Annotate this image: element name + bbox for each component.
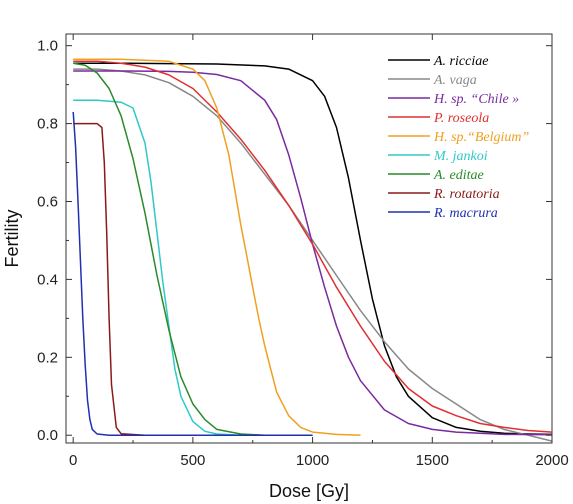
x-axis-label: Dose [Gy] bbox=[269, 481, 349, 501]
legend-entry: M. jankoi bbox=[433, 149, 488, 164]
y-axis-label: Fertility bbox=[2, 210, 22, 268]
legend-entry: A. vaga bbox=[433, 73, 477, 88]
x-tick-label: 1000 bbox=[296, 452, 329, 469]
y-tick-label: 0.4 bbox=[37, 271, 58, 288]
y-tick-label: 1.0 bbox=[37, 38, 58, 55]
legend-entry: H. sp. “Chile » bbox=[433, 92, 519, 107]
series-line bbox=[73, 60, 553, 433]
x-tick-label: 2000 bbox=[535, 452, 568, 469]
series-line bbox=[73, 58, 361, 436]
series-line bbox=[72, 111, 313, 436]
x-tick-label: 0 bbox=[69, 452, 77, 469]
series-layer bbox=[72, 58, 553, 442]
legend-entry: R. rotatoria bbox=[433, 187, 500, 202]
legend-entry: P. roseola bbox=[433, 111, 489, 126]
legend-entry: A. editae bbox=[433, 168, 484, 183]
x-tick-label: 500 bbox=[180, 452, 205, 469]
ticks-layer: 0 500 1000 1500 2000 0.0 0.2 0.4 0.6 0.8 1.0 bbox=[37, 34, 569, 469]
legend-entry: H. sp.“Belgium” bbox=[433, 130, 530, 145]
legend-entry: A. ricciae bbox=[433, 54, 488, 69]
series-line bbox=[73, 62, 265, 436]
y-tick-label: 0.8 bbox=[37, 116, 58, 133]
y-tick-label: 0.0 bbox=[37, 427, 58, 444]
series-line bbox=[73, 99, 241, 436]
y-tick-label: 0.2 bbox=[37, 349, 58, 366]
series-line bbox=[73, 122, 313, 436]
legend: A. ricciae A. vaga H. sp. “Chile » P. roseo… bbox=[388, 54, 530, 221]
series-line bbox=[73, 62, 553, 436]
plot-area: 0 500 1000 1500 2000 0.0 0.2 0.4 0.6 0.8 1.0 bbox=[37, 33, 569, 469]
plot-frame bbox=[65, 33, 553, 444]
y-tick-label: 0.6 bbox=[37, 193, 58, 210]
x-tick-label: 1500 bbox=[416, 452, 449, 469]
series-line bbox=[73, 68, 553, 442]
legend-entry: R. macrura bbox=[433, 206, 498, 221]
